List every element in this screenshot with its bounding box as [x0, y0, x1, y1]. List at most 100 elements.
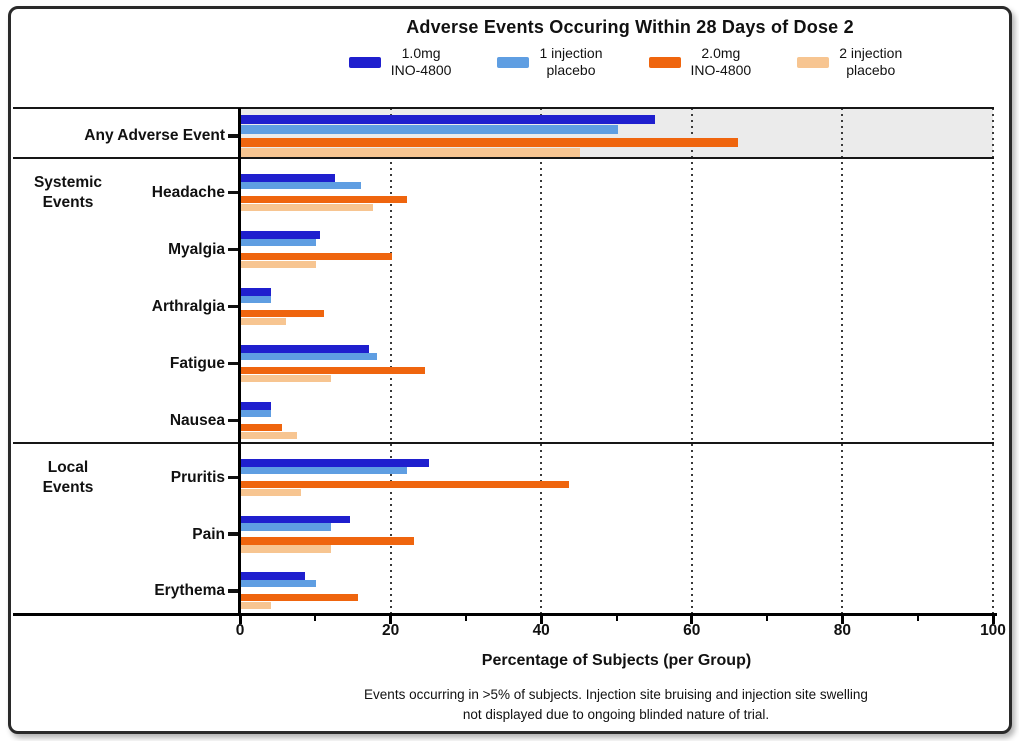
bar-1-injection-placebo	[241, 579, 317, 588]
gridline	[992, 108, 994, 613]
bar-2-injection-placebo	[241, 317, 287, 325]
category-label: Arthralgia	[151, 298, 225, 315]
legend-swatch	[797, 57, 830, 69]
section-label: Local Events	[42, 459, 94, 496]
bar-2-0mg-ino-4800	[241, 537, 415, 545]
bar-1-0mg-ino-4800	[241, 572, 305, 580]
bar-1-0mg-ino-4800	[241, 459, 430, 467]
x-major-tick	[389, 616, 393, 624]
bar-2-0mg-ino-4800	[241, 480, 569, 488]
bar-2-0mg-ino-4800	[241, 252, 392, 260]
bar-1-injection-placebo	[241, 523, 332, 531]
bar-1-injection-placebo	[241, 409, 272, 417]
legend-swatch	[497, 57, 530, 69]
x-minor-tick	[464, 616, 467, 621]
legend: 1.0mg INO-4800 1 injection placebo 2.0mg I…	[238, 45, 1013, 78]
category-axis-tick	[228, 190, 241, 195]
category-label: Fatigue	[169, 355, 225, 372]
legend-item: 1.0mg INO-4800	[348, 45, 452, 78]
separator-line	[13, 442, 994, 444]
bar-1-0mg-ino-4800	[241, 345, 369, 353]
legend-item: 2 injection placebo	[797, 45, 902, 78]
bar-2-injection-placebo	[241, 601, 272, 610]
bar-2-injection-placebo	[241, 545, 332, 553]
x-tick-label: 40	[532, 622, 550, 639]
category-label: Erythema	[154, 582, 225, 600]
legend-swatch	[348, 57, 381, 69]
gridline	[690, 108, 693, 613]
x-major-tick	[238, 616, 242, 624]
bar-2-0mg-ino-4800	[241, 423, 283, 431]
bar-1-injection-placebo	[241, 295, 272, 303]
bar-2-injection-placebo	[241, 203, 373, 211]
gridline	[389, 108, 392, 613]
bar-2-0mg-ino-4800	[241, 593, 358, 602]
legend-item: 2.0mg INO-4800	[648, 45, 752, 78]
separator-line	[13, 107, 994, 109]
category-label: Pain	[192, 525, 225, 543]
legend-label: 1 injection placebo	[539, 45, 603, 78]
x-minor-tick	[916, 616, 919, 621]
bar-1-injection-placebo	[241, 181, 362, 189]
x-major-tick	[690, 616, 694, 624]
bar-2-injection-placebo	[241, 374, 332, 382]
x-tick-label: 20	[381, 622, 400, 639]
category-axis-tick	[228, 589, 241, 593]
category-axis-tick	[228, 418, 241, 423]
bar-2-injection-placebo	[241, 260, 317, 268]
legend-item: 1 injection placebo	[497, 45, 603, 78]
bar-2-0mg-ino-4800	[241, 195, 407, 203]
chart-title: Adverse Events Occuring Within 28 Days o…	[406, 17, 854, 37]
bar-1-injection-placebo	[241, 466, 407, 474]
bar-1-0mg-ino-4800	[241, 174, 336, 182]
bar-1-injection-placebo	[241, 124, 618, 134]
x-tick-label: 60	[683, 622, 701, 639]
legend-label: 1.0mg INO-4800	[390, 45, 452, 78]
category-label: Nausea	[169, 412, 225, 429]
x-major-tick	[539, 616, 543, 624]
gridline	[540, 108, 543, 613]
bar-2-injection-placebo	[241, 147, 580, 157]
legend-swatch	[648, 57, 681, 69]
bar-1-injection-placebo	[241, 238, 317, 246]
bar-1-0mg-ino-4800	[241, 288, 272, 296]
category-label: Headache	[151, 184, 225, 201]
x-tick-label: 80	[833, 622, 852, 639]
bar-1-0mg-ino-4800	[241, 115, 656, 124]
x-tick-label: 0	[235, 622, 245, 639]
bar-1-0mg-ino-4800	[241, 515, 351, 524]
bar-2-injection-placebo	[241, 488, 302, 496]
category-axis-tick	[228, 304, 241, 309]
x-tick-label: 100	[980, 622, 1006, 639]
category-label: Myalgia	[168, 241, 225, 258]
category-axis-tick	[228, 134, 241, 138]
category-axis-tick	[228, 247, 241, 252]
legend-label: 2 injection placebo	[839, 45, 903, 78]
x-minor-tick	[766, 616, 769, 621]
bar-1-0mg-ino-4800	[241, 231, 321, 239]
category-axis-tick	[228, 532, 241, 536]
category-axis-tick	[228, 475, 241, 480]
y-axis-line	[238, 108, 241, 616]
section-label: Systemic Events	[33, 174, 103, 211]
x-minor-tick	[314, 616, 317, 621]
legend-label: 2.0mg INO-4800	[690, 45, 752, 78]
x-major-tick	[840, 616, 844, 624]
bar-2-0mg-ino-4800	[241, 309, 324, 317]
category-axis-tick	[228, 361, 241, 366]
x-major-tick	[991, 616, 995, 624]
category-label: Pruritis	[170, 469, 225, 486]
category-label: Any Adverse Event	[84, 127, 225, 145]
gridline	[841, 108, 844, 613]
bar-1-0mg-ino-4800	[241, 402, 272, 410]
footnote: Events occurring in >5% of subjects. Inj…	[364, 687, 868, 723]
bar-2-injection-placebo	[241, 431, 298, 439]
bar-1-injection-placebo	[241, 352, 377, 360]
x-minor-tick	[615, 616, 618, 621]
x-axis-line	[13, 613, 997, 616]
bar-2-0mg-ino-4800	[241, 366, 426, 374]
separator-line	[13, 157, 994, 159]
x-axis-title: Percentage of Subjects (per Group)	[481, 652, 752, 669]
